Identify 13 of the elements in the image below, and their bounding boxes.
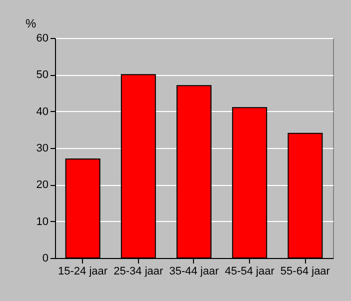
y-tick-label: 20 — [36, 179, 48, 192]
y-tick-label: 0 — [42, 252, 48, 264]
x-tick-label: 35-44 jaar — [169, 266, 220, 278]
y-tick-label: 60 — [36, 32, 48, 44]
y-tick-label: 50 — [36, 69, 48, 82]
x-tick-label: 55-64 jaar — [280, 266, 330, 278]
y-axis-title: % — [26, 16, 36, 30]
y-tick-label: 30 — [36, 142, 48, 154]
x-tick-label: 15-24 jaar — [58, 266, 108, 278]
x-tick-label: 25-34 jaar — [114, 266, 164, 278]
y-tick-label: 40 — [36, 106, 48, 118]
x-tick-label: 45-54 jaar — [224, 266, 275, 278]
y-tick-label: 10 — [36, 216, 48, 228]
